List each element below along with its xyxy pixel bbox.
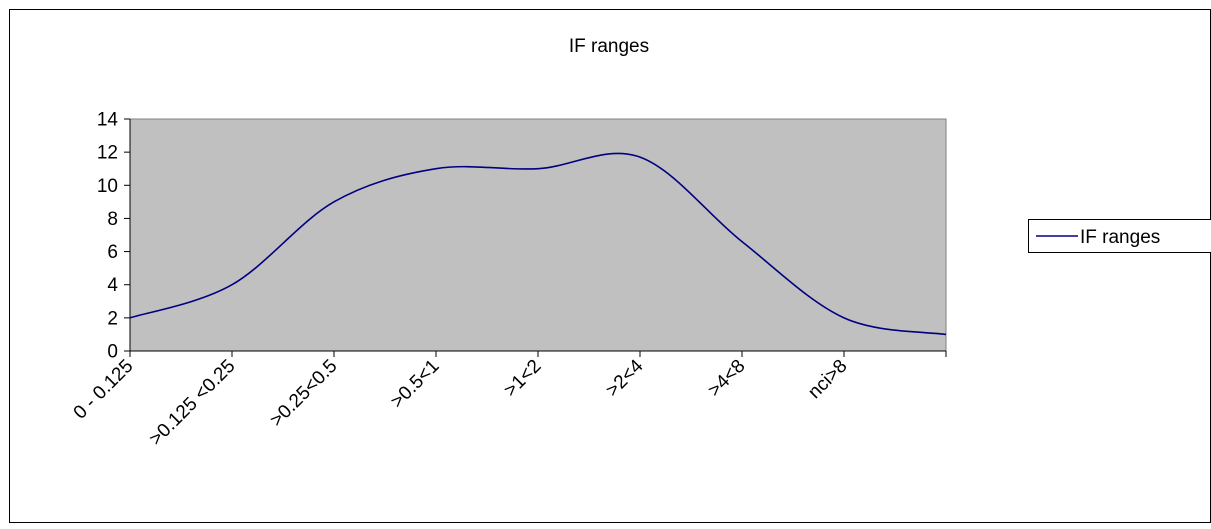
- y-tick-label: 8: [107, 209, 118, 230]
- chart-title: IF ranges: [569, 36, 649, 57]
- y-tick-label: 4: [107, 275, 118, 296]
- y-tick-label: 10: [97, 176, 118, 197]
- y-tick-label: 0: [107, 342, 118, 363]
- y-tick-label: 14: [97, 110, 119, 131]
- legend: IF ranges: [1029, 220, 1211, 253]
- y-tick-label: 12: [97, 143, 118, 164]
- y-tick-label: 6: [107, 242, 118, 263]
- y-tick-label: 2: [107, 308, 118, 329]
- legend-label-if-ranges: IF ranges: [1080, 227, 1160, 248]
- plot-area: [130, 119, 946, 351]
